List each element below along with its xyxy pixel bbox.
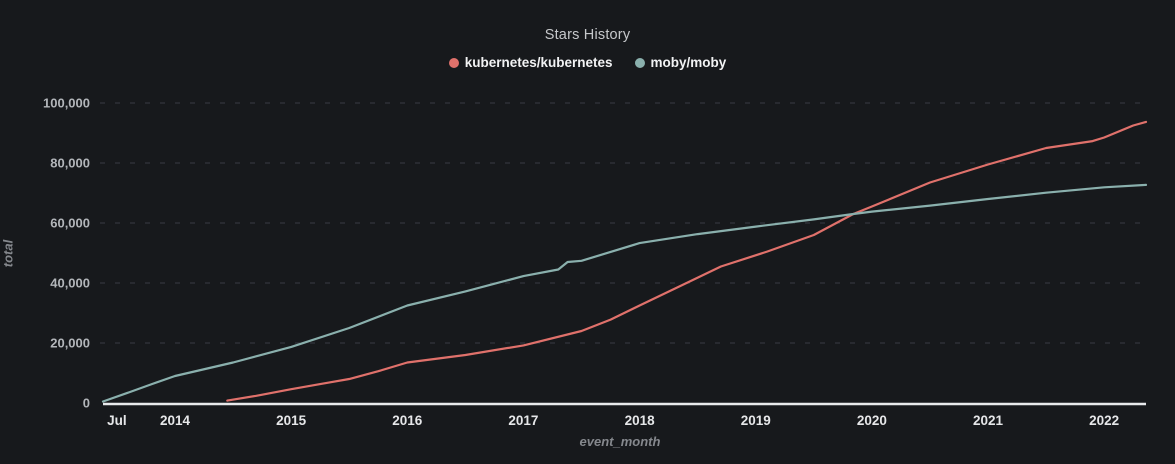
legend: kubernetes/kubernetes moby/moby	[0, 55, 1175, 70]
kubernetes-series-dot-icon	[448, 57, 459, 68]
chart-title: Stars History	[544, 27, 631, 43]
x-tick-label: 2016	[392, 413, 423, 428]
y-tick-label: 60,000	[50, 215, 90, 231]
x-tick-label: 2022	[1089, 413, 1120, 428]
x-tick-label: Jul	[107, 413, 127, 428]
y-tick-label: 20,000	[50, 335, 90, 351]
legend-item-kubernetes[interactable]: kubernetes/kubernetes	[448, 55, 613, 70]
legend-item-moby[interactable]: moby/moby	[634, 55, 727, 70]
x-tick-label: 2017	[508, 413, 539, 428]
y-tick-label: 40,000	[50, 275, 90, 291]
x-tick-label: 2015	[276, 413, 307, 428]
legend-label-moby: moby/moby	[650, 55, 727, 70]
series-line-moby	[101, 183, 1148, 403]
x-tick-label: 2020	[856, 413, 887, 428]
legend-label-kubernetes: kubernetes/kubernetes	[464, 55, 613, 70]
x-tick-label: 2019	[740, 413, 771, 428]
y-tick-label: 80,000	[50, 155, 90, 171]
x-tick-label: 2014	[159, 413, 191, 428]
x-tick-label: 2018	[624, 413, 655, 428]
y-tick-label: 100,000	[43, 95, 90, 111]
x-tick-label: 2021	[973, 413, 1004, 428]
x-axis-title: event_month	[579, 434, 661, 449]
y-tick-label: 0	[82, 395, 90, 411]
moby-series-dot-icon	[634, 57, 645, 68]
series-line-kubernetes	[226, 120, 1148, 402]
